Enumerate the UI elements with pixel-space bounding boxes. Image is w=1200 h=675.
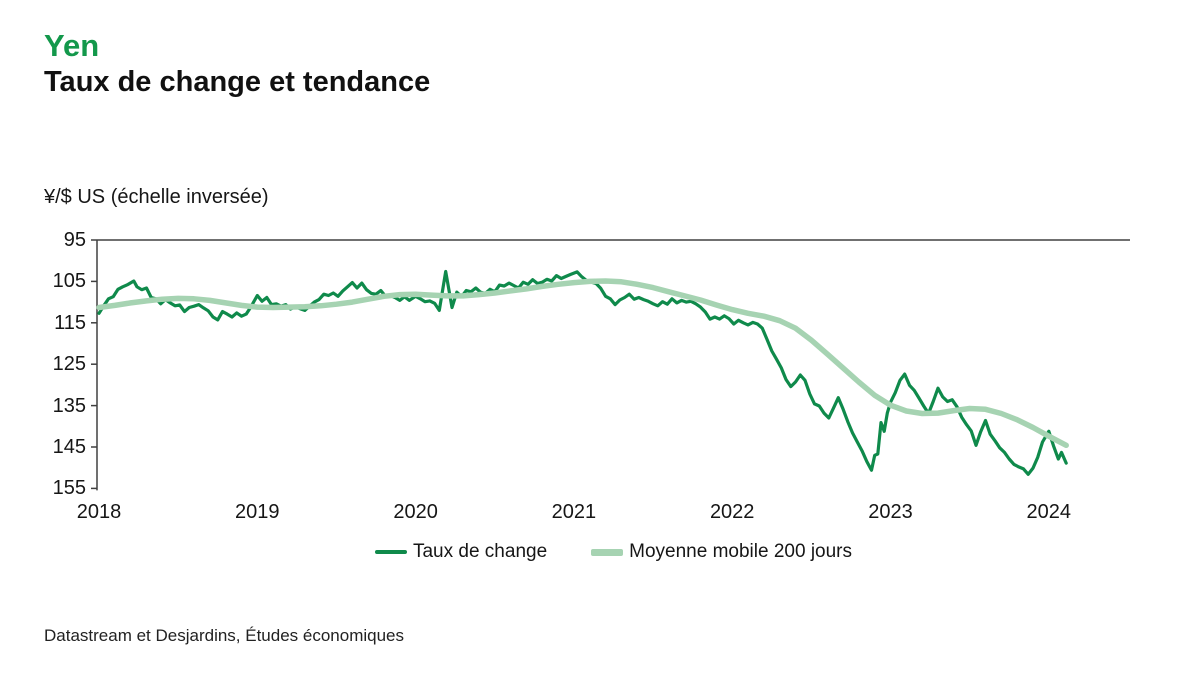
x-tick-label: 2021 bbox=[551, 501, 597, 523]
chart-legend: Taux de change Moyenne mobile 200 jours bbox=[97, 541, 1130, 563]
y-tick-label: 115 bbox=[54, 311, 86, 334]
source-credit: Datastream et Desjardins, Études économi… bbox=[44, 626, 405, 645]
y-tick-label: 125 bbox=[52, 353, 86, 376]
x-tick-label: 2024 bbox=[1026, 501, 1072, 523]
y-axis-unit-label: ¥/$ US (échelle inversée) bbox=[44, 186, 269, 208]
legend-label: Taux de change bbox=[412, 541, 548, 562]
x-tick-label: 2022 bbox=[709, 501, 755, 523]
moving-average-line bbox=[96, 278, 1069, 449]
y-tick-label: 155 bbox=[52, 477, 86, 500]
y-tick-label: 135 bbox=[52, 394, 86, 417]
y-tick-label: 95 bbox=[63, 229, 86, 251]
x-tick-label: 2020 bbox=[393, 501, 438, 523]
y-tick-label: 105 bbox=[52, 270, 86, 293]
exchange-rate-line-swatch bbox=[374, 550, 407, 554]
chart-header: Yen Taux de change et tendance bbox=[44, 28, 430, 99]
x-tick-label: 2019 bbox=[235, 501, 280, 523]
chart-subtitle: Taux de change et tendance bbox=[44, 65, 431, 98]
x-tick-label: 2023 bbox=[868, 501, 913, 523]
x-tick-label: 2018 bbox=[76, 501, 122, 523]
exchange-rate-line bbox=[97, 269, 1068, 476]
page-title: Yen bbox=[44, 28, 100, 63]
y-tick-label: 145 bbox=[52, 436, 86, 458]
legend-item-taux-de-change: Taux de change bbox=[374, 541, 548, 563]
legend-label: Moyenne mobile 200 jours bbox=[629, 541, 853, 562]
moving-average-line-swatch bbox=[591, 548, 624, 556]
legend-item-moyenne-mobile: Moyenne mobile 200 jours bbox=[591, 541, 852, 563]
